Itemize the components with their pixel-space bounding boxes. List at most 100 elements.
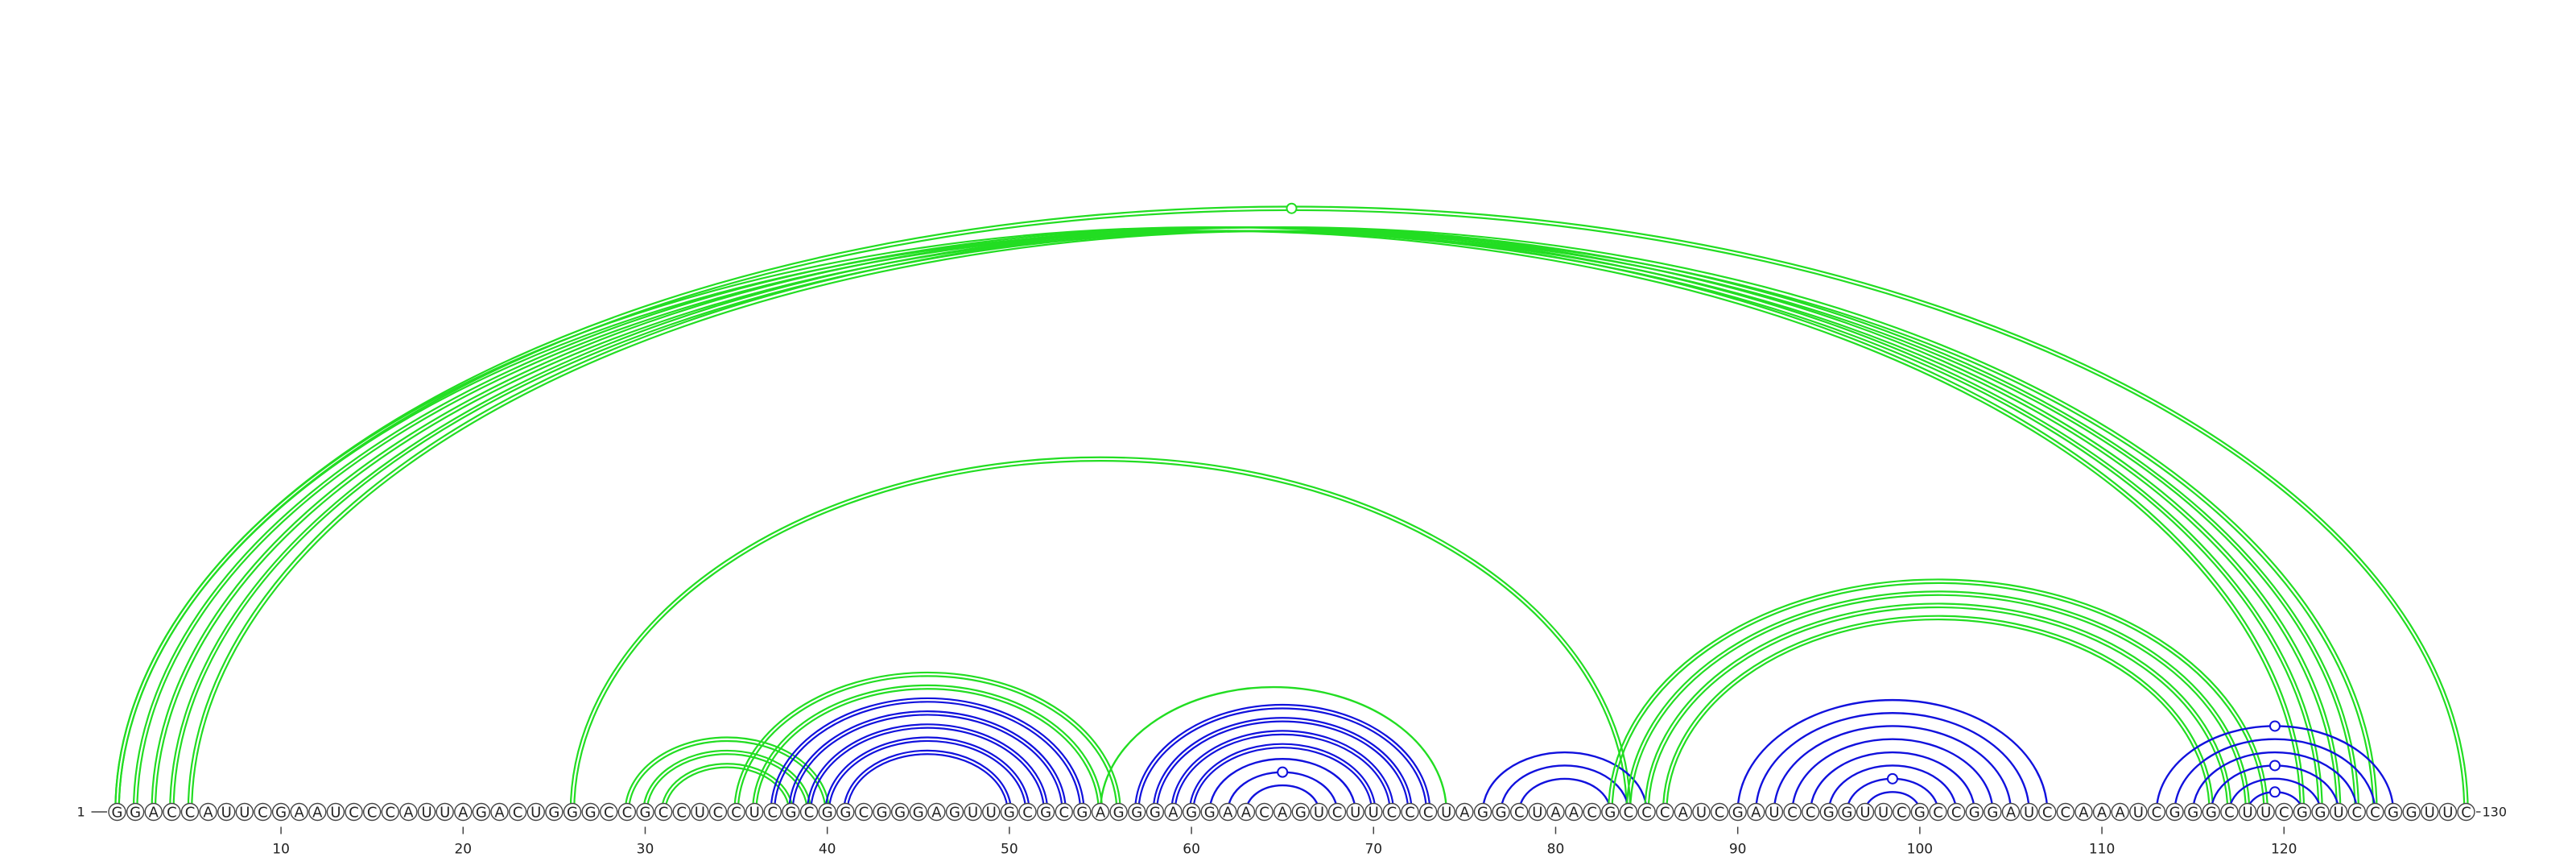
nucleotide-letter: G (913, 805, 924, 822)
base-pair-arc (1208, 758, 1356, 813)
nucleotide-circle (1619, 802, 1638, 822)
nucleotide-letter: A (1751, 805, 1761, 822)
nucleotide: A (1674, 802, 1693, 822)
nucleotide-letter: G (1496, 805, 1507, 822)
base-pair-arc (114, 202, 2469, 813)
nucleotide-letter: C (1715, 805, 1725, 822)
nucleotide-letter: C (1787, 805, 1798, 822)
nucleotide-letter: C (1951, 805, 1962, 822)
nucleotide-letter: U (1350, 805, 1360, 822)
nucleotide-circle (818, 802, 836, 822)
base-pair-arc (1608, 578, 2268, 813)
nucleotide-letter: G (1186, 805, 1197, 822)
nucleotide: U (526, 802, 545, 822)
nucleotide-letter: C (1933, 805, 1943, 822)
nucleotide-letter: C (167, 805, 177, 822)
nucleotide-letter: G (2169, 805, 2181, 822)
nucleotide-circle (945, 802, 964, 822)
nucleotide-circle (1146, 802, 1165, 822)
base-pair-arc (569, 456, 1632, 813)
nucleotide: C (2347, 802, 2366, 822)
nucleotide: G (909, 802, 927, 822)
nucleotide: A (1273, 802, 1292, 822)
nucleotide-circle (199, 802, 217, 822)
nucleotide-circle (1510, 802, 1529, 822)
arc-inner-strand (773, 701, 1082, 813)
nucleotide-letter: A (1168, 805, 1179, 822)
nucleotide: C (672, 802, 691, 822)
nucleotide-circle (417, 802, 436, 822)
nucleotide-circle (1946, 802, 1966, 822)
arc-outer-strand (114, 226, 2306, 813)
nucleotide-circle (2421, 802, 2439, 822)
nucleotide: C (617, 802, 637, 822)
nucleotide: G (2165, 802, 2184, 822)
nucleotide-letter: G (1914, 805, 1926, 822)
nucleotide-circle (1236, 802, 1256, 822)
nucleotide-letter: A (1223, 805, 1233, 822)
nucleotide-letter: A (1241, 805, 1252, 822)
nucleotide-circle (1055, 802, 1073, 822)
nucleotide-letter: C (731, 805, 741, 822)
nucleotide: U (2238, 802, 2257, 822)
nucleotide-circle (1418, 802, 1438, 822)
arc-outer-strand (1608, 578, 2268, 813)
nucleotide-circle (1801, 802, 1820, 822)
nucleotide-letter: U (2260, 805, 2271, 822)
nucleotide-letter: U (968, 805, 978, 822)
tick-label: 120 (2271, 842, 2297, 857)
nucleotide: G (563, 802, 582, 822)
nucleotide-letter: G (2406, 805, 2417, 822)
nucleotide-circle (108, 802, 126, 822)
nucleotide: G (1036, 802, 1055, 822)
base-pair-arc (843, 749, 1013, 813)
nucleotide: G (1838, 802, 1856, 822)
nucleotide-letter: C (658, 805, 669, 822)
nucleotide-letter: G (2206, 805, 2217, 822)
nucleotide: C (1583, 802, 1601, 822)
nucleotide: G (108, 802, 126, 822)
nucleotide-circle (854, 802, 873, 822)
nucleotide-letter: G (640, 805, 651, 822)
arc-apex-marker (2268, 760, 2281, 772)
nucleotide-letter: A (2097, 805, 2107, 822)
nucleotide-circle (1893, 802, 1911, 822)
nucleotide-letter: U (695, 805, 705, 822)
nucleotide: C (1619, 802, 1638, 822)
axis-tick: 30 (637, 826, 654, 857)
nucleotide-circle (144, 802, 163, 822)
nucleotide-circle (672, 802, 691, 822)
arc-inner-strand (191, 230, 2375, 813)
nucleotide: C (2056, 802, 2075, 822)
nucleotide: A (1564, 802, 1583, 822)
nucleotide-circle (763, 802, 782, 822)
nucleotide: U (964, 802, 982, 822)
nucleotide: G (581, 802, 600, 822)
nucleotide-letter: G (822, 805, 833, 822)
nucleotide-letter: C (2351, 805, 2362, 822)
nucleotide-circle (799, 802, 819, 822)
nucleotide-circle (1692, 802, 1711, 822)
nucleotide-circle (2311, 802, 2330, 822)
base-pair-arc (1518, 777, 1612, 813)
arc-apex-marker (1886, 772, 1898, 785)
nucleotide-circle (890, 802, 910, 822)
base-pair-arc (1227, 766, 1339, 813)
nucleotide-circle (1091, 802, 1110, 822)
nucleotide-letter: C (622, 805, 633, 822)
nucleotide-letter: U (2425, 805, 2435, 822)
nucleotide-letter: C (185, 805, 196, 822)
arc-outer-strand (642, 749, 812, 813)
base-pair-arc (2174, 738, 2376, 813)
nucleotide-circle (1838, 802, 1856, 822)
nucleotide: C (1801, 802, 1820, 822)
arc-inner-strand (1192, 746, 1373, 813)
nucleotide: C (1255, 802, 1274, 822)
base-pair-arc (2210, 760, 2340, 813)
arc-inner-strand (1666, 618, 2211, 813)
nucleotide: U (691, 802, 709, 822)
nucleotide: C (2038, 802, 2057, 822)
base-pair-arc (1773, 725, 2013, 813)
nucleotide: A (2092, 802, 2112, 822)
